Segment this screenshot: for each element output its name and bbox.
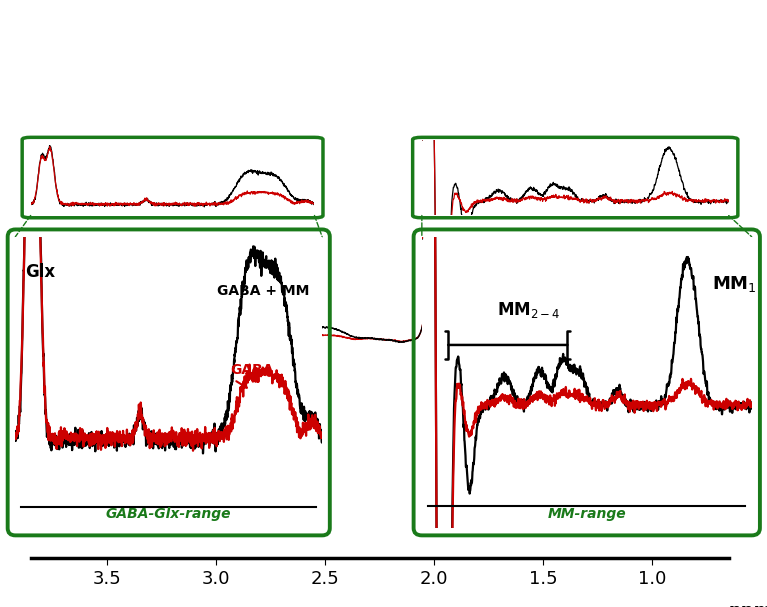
Text: Glx: Glx	[25, 263, 55, 281]
Text: GABA + MM: GABA + MM	[217, 284, 309, 298]
Text: MM$_{2-4}$: MM$_{2-4}$	[497, 300, 561, 320]
Text: GABA-Glx-range: GABA-Glx-range	[106, 507, 232, 521]
Text: MM-range: MM-range	[548, 507, 626, 521]
Text: GABA: GABA	[230, 364, 274, 378]
Text: MM$_1$: MM$_1$	[712, 274, 757, 294]
Text: ppm: ppm	[728, 602, 767, 607]
